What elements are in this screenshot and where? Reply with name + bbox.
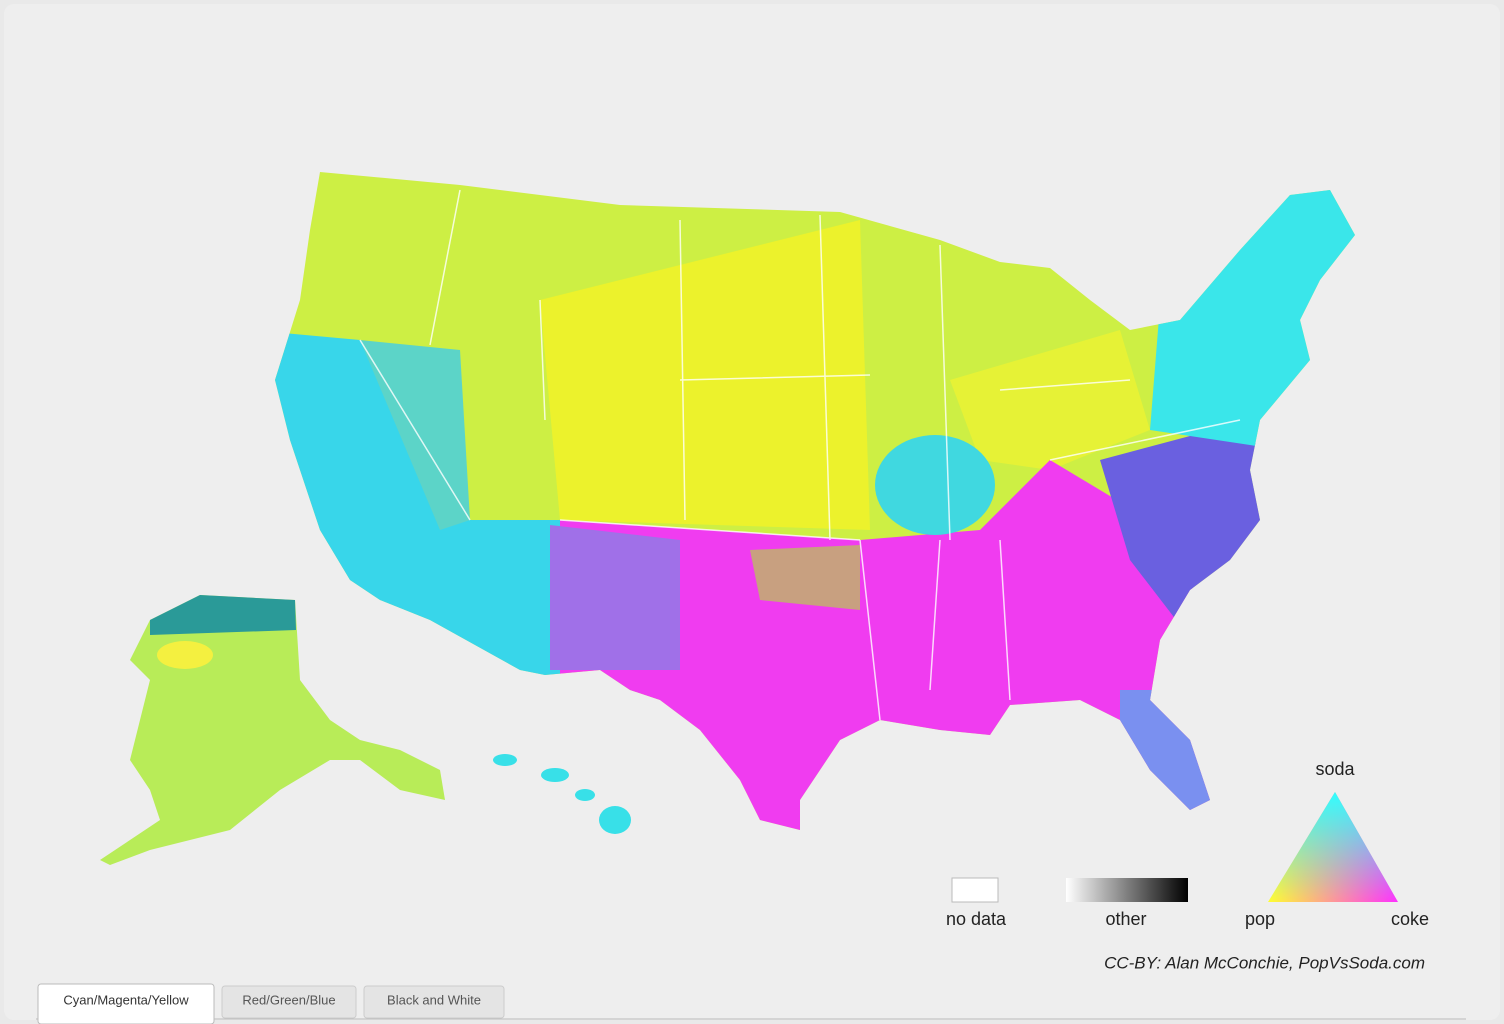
alaska-north [150,595,296,635]
other-swatch [1066,878,1188,902]
region-nevada [360,340,470,530]
triangle-soda [1268,792,1398,902]
region-missouri [875,435,995,535]
hawaii [493,754,631,834]
tab-bar: Cyan/Magenta/Yellow Red/Green/Blue Black… [36,983,1466,1024]
tab[interactable] [221,985,357,1019]
tab-label[interactable]: Red/Green/Blue [242,992,335,1007]
tab-label[interactable]: Cyan/Magenta/Yellow [63,992,189,1007]
no-data-swatch [951,877,999,903]
tab[interactable] [363,985,505,1019]
alaska-patch [157,641,213,669]
tab[interactable] [37,983,215,1024]
region-new-mexico [550,525,680,670]
coke-label: coke [1391,909,1429,929]
legend: no data other soda pop coke [946,759,1429,929]
region-midwest [950,330,1150,470]
tab-label[interactable]: Black and White [387,992,481,1007]
soda-label: soda [1315,759,1355,779]
pop-label: pop [1245,909,1275,929]
other-label: other [1105,909,1146,929]
state-borders [359,189,1241,721]
region-oklahoma [750,545,860,610]
credit: CC-BY: Alan McConchie, PopVsSoda.com [1104,953,1425,972]
no-data-label: no data [946,909,1007,929]
region-plains [540,220,870,530]
